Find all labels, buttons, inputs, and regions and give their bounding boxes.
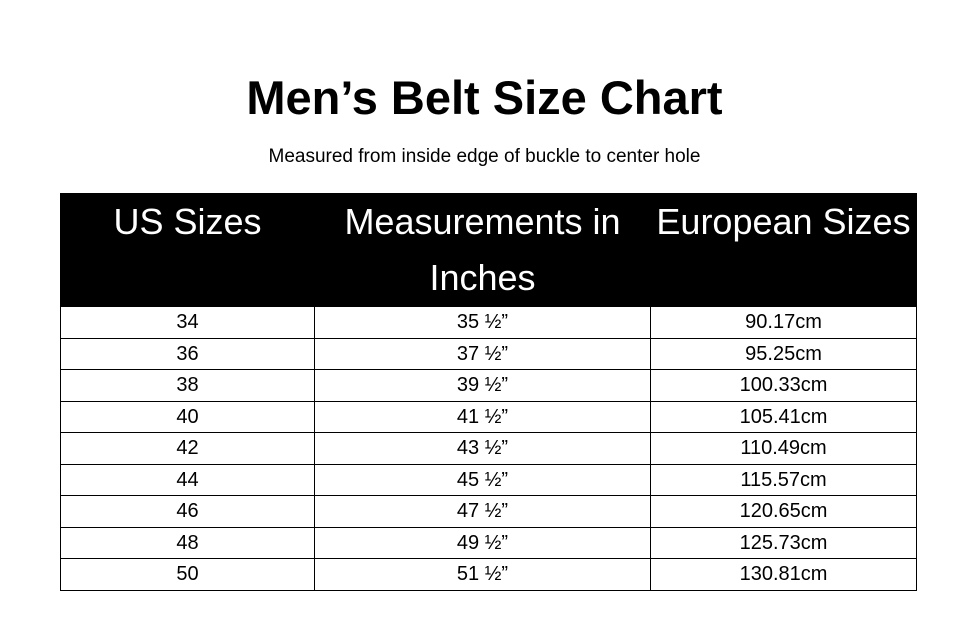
table-row: 40 41 ½” 105.41cm bbox=[60, 400, 917, 433]
table-row: 38 39 ½” 100.33cm bbox=[60, 369, 917, 402]
inches-cell: 41 ½” bbox=[314, 400, 651, 433]
european-size-cell: 105.41cm bbox=[650, 400, 917, 433]
european-size-cell: 110.49cm bbox=[650, 432, 917, 465]
european-size-cell: 120.65cm bbox=[650, 495, 917, 528]
european-size-cell: 100.33cm bbox=[650, 369, 917, 402]
header-european-sizes: European Sizes bbox=[650, 193, 917, 307]
inches-cell: 35 ½” bbox=[314, 306, 651, 339]
european-size-cell: 130.81cm bbox=[650, 558, 917, 591]
us-size-cell: 50 bbox=[60, 558, 315, 591]
us-size-cell: 36 bbox=[60, 337, 315, 370]
inches-cell: 43 ½” bbox=[314, 432, 651, 465]
header-us-sizes: US Sizes bbox=[60, 193, 315, 307]
page-title: Men’s Belt Size Chart bbox=[246, 71, 723, 124]
header-measurements: Measurements in Inches bbox=[314, 193, 651, 307]
us-size-cell: 40 bbox=[60, 400, 315, 433]
us-size-cell: 46 bbox=[60, 495, 315, 528]
us-size-cell: 34 bbox=[60, 306, 315, 339]
us-size-cell: 38 bbox=[60, 369, 315, 402]
us-size-cell: 48 bbox=[60, 526, 315, 559]
inches-cell: 37 ½” bbox=[314, 337, 651, 370]
inches-cell: 47 ½” bbox=[314, 495, 651, 528]
european-size-cell: 95.25cm bbox=[650, 337, 917, 370]
page-subtitle: Measured from inside edge of buckle to c… bbox=[268, 146, 701, 167]
table-row: 34 35 ½” 90.17cm bbox=[60, 306, 917, 339]
table-row: 36 37 ½” 95.25cm bbox=[60, 337, 917, 370]
table-row: 46 47 ½” 120.65cm bbox=[60, 495, 917, 528]
inches-cell: 51 ½” bbox=[314, 558, 651, 591]
table-row: 50 51 ½” 130.81cm bbox=[60, 558, 917, 591]
size-table: US Sizes Measurements in Inches European… bbox=[60, 193, 917, 591]
inches-cell: 45 ½” bbox=[314, 463, 651, 496]
european-size-cell: 90.17cm bbox=[650, 306, 917, 339]
inches-cell: 39 ½” bbox=[314, 369, 651, 402]
header-row: US Sizes Measurements in Inches European… bbox=[60, 193, 917, 307]
inches-cell: 49 ½” bbox=[314, 526, 651, 559]
us-size-cell: 42 bbox=[60, 432, 315, 465]
table-row: 44 45 ½” 115.57cm bbox=[60, 463, 917, 496]
table-row: 48 49 ½” 125.73cm bbox=[60, 526, 917, 559]
european-size-cell: 115.57cm bbox=[650, 463, 917, 496]
us-size-cell: 44 bbox=[60, 463, 315, 496]
table-row: 42 43 ½” 110.49cm bbox=[60, 432, 917, 465]
european-size-cell: 125.73cm bbox=[650, 526, 917, 559]
